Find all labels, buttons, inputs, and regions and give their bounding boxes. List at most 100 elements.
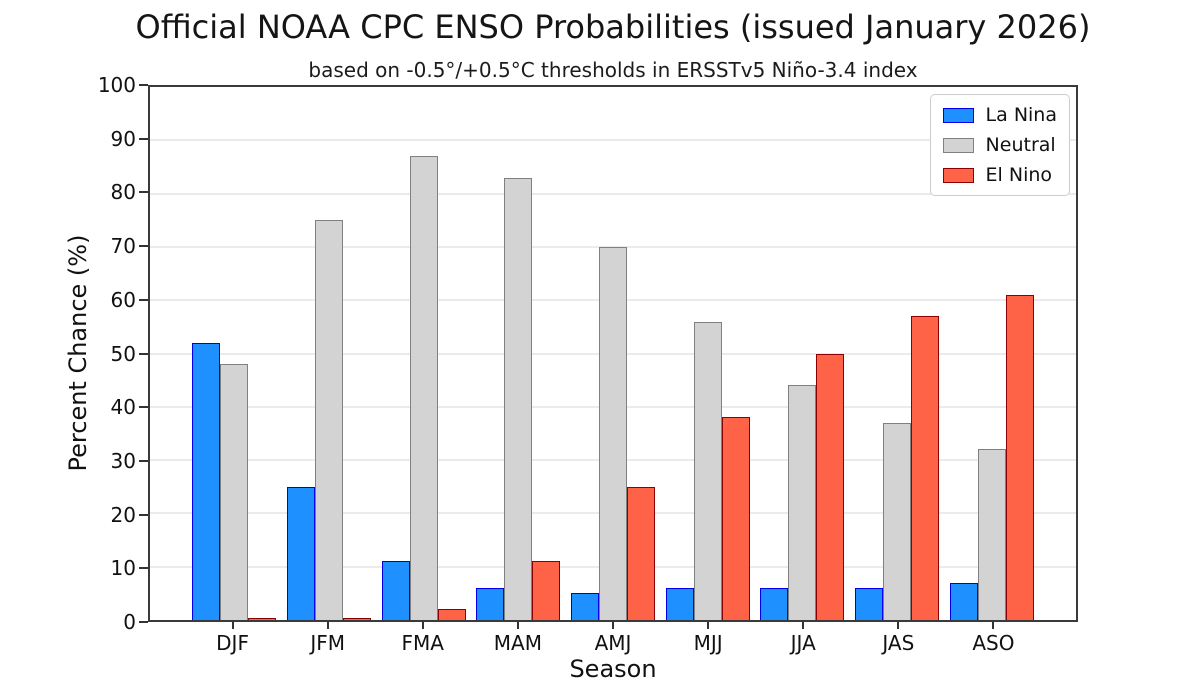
x-axis: DJF JFM FMA MAM AMJ MJJ JJA JAS ASO (148, 622, 1078, 655)
plot-area: La Nina Neutral El Nino (148, 85, 1078, 622)
y-tick-mark-0 (139, 621, 148, 623)
x-tick-mark (802, 622, 805, 629)
legend-swatch-icon (942, 167, 974, 183)
bar-group-aso (944, 87, 1039, 620)
legend-label: El Nino (985, 164, 1053, 186)
x-tick-label: FMA (401, 631, 444, 655)
y-tick-mark-70 (139, 245, 148, 248)
bar-el-nino-fma (437, 609, 466, 620)
bar-group-mam (471, 87, 566, 620)
y-tick-mark-100 (139, 84, 148, 86)
legend: La Nina Neutral El Nino (929, 94, 1070, 196)
x-tick-jas: JAS (851, 622, 946, 655)
x-tick-label: DJF (216, 631, 249, 655)
x-tick-label: MJJ (693, 631, 723, 655)
bar-la-nina-aso (949, 582, 978, 620)
x-tick-label: JAS (882, 631, 915, 655)
bar-neutral-djf (220, 364, 249, 620)
bar-el-nino-amj (627, 486, 656, 620)
legend-item-el-nino: El Nino (942, 164, 1057, 186)
chart-title: Official NOAA CPC ENSO Probabilities (is… (135, 8, 1091, 46)
x-tick-label: JFM (310, 631, 345, 655)
legend-item-neutral: Neutral (942, 134, 1057, 156)
y-tick-mark-50 (139, 352, 148, 355)
legend-label: La Nina (985, 104, 1057, 126)
y-tick-mark-30 (139, 459, 148, 462)
y-tick-mark-90 (139, 137, 148, 140)
x-tick-label: MAM (493, 631, 542, 655)
legend-swatch-icon (942, 107, 974, 123)
y-tick-label-10: 10 (110, 556, 136, 581)
x-tick-mark (516, 622, 519, 629)
x-tick-mam: MAM (470, 622, 565, 655)
gridline-80 (150, 192, 1076, 195)
x-tick-mark (992, 622, 995, 629)
bar-neutral-jas (883, 422, 912, 620)
x-tick-mark (611, 622, 614, 629)
y-tick-label-70: 70 (110, 234, 136, 259)
x-tick-label: JJA (790, 631, 816, 655)
x-tick-mark (231, 622, 234, 629)
bar-group-fma (376, 87, 471, 620)
y-tick-label-60: 60 (110, 287, 136, 312)
y-tick-mark-40 (139, 406, 148, 409)
x-tick-mark (707, 622, 710, 629)
x-tick-amj: AMJ (565, 622, 660, 655)
x-tick-label: AMJ (594, 631, 632, 655)
y-tick-mark-80 (139, 191, 148, 194)
x-axis-label: Season (569, 655, 657, 683)
bar-el-nino-jfm (343, 618, 371, 620)
x-tick-mark (897, 622, 900, 629)
y-tick-label-50: 50 (110, 341, 136, 366)
y-tick-label-90: 90 (110, 126, 136, 151)
bar-group-djf (187, 87, 282, 620)
bar-el-nino-djf (248, 618, 277, 620)
bar-neutral-jja (788, 385, 817, 620)
y-tick-label-0: 0 (123, 610, 136, 634)
x-tick-djf: DJF (185, 622, 280, 655)
bar-neutral-jfm (315, 220, 343, 620)
bar-neutral-mam (504, 177, 533, 620)
y-tick-label-100: 100 (97, 73, 136, 97)
x-tick-mark (326, 622, 329, 629)
legend-label: Neutral (985, 134, 1056, 156)
y-tick-mark-20 (139, 513, 148, 516)
bar-group-jas (850, 87, 945, 620)
bar-la-nina-jja (760, 588, 789, 620)
y-tick-mark-60 (139, 298, 148, 301)
y-tick-label-30: 30 (110, 448, 136, 473)
bar-neutral-amj (599, 246, 628, 620)
y-tick-label-20: 20 (110, 502, 136, 527)
bar-el-nino-mjj (721, 417, 750, 620)
legend-item-la-nina: La Nina (942, 104, 1057, 126)
x-tick-fma: FMA (375, 622, 470, 655)
x-tick-mark (421, 622, 424, 629)
bar-la-nina-amj (571, 593, 600, 620)
gridline-90 (150, 139, 1076, 142)
chart-subtitle: based on -0.5°/+0.5°C thresholds in ERSS… (308, 58, 918, 82)
y-tick-label-80: 80 (110, 180, 136, 205)
bar-el-nino-jja (816, 353, 845, 620)
x-tick-jja: JJA (756, 622, 851, 655)
bar-group-amj (566, 87, 661, 620)
bar-el-nino-mam (532, 561, 561, 620)
bar-la-nina-mam (476, 588, 505, 620)
legend-swatch-icon (942, 137, 974, 153)
y-tick-label-40: 40 (110, 395, 136, 420)
bar-el-nino-aso (1005, 294, 1034, 620)
x-tick-jfm: JFM (280, 622, 375, 655)
bar-la-nina-djf (192, 342, 221, 620)
bar-neutral-mjj (693, 321, 722, 620)
bar-group-mjj (660, 87, 755, 620)
bar-la-nina-jfm (287, 486, 315, 620)
bars (150, 87, 1076, 620)
y-tick-mark-10 (139, 567, 148, 570)
bar-el-nino-jas (911, 316, 940, 620)
x-tick-mjj: MJJ (661, 622, 756, 655)
bar-group-jfm (282, 87, 377, 620)
bar-neutral-fma (409, 156, 438, 620)
x-tick-label: ASO (972, 631, 1015, 655)
bar-la-nina-fma (381, 561, 410, 620)
x-tick-aso: ASO (946, 622, 1041, 655)
